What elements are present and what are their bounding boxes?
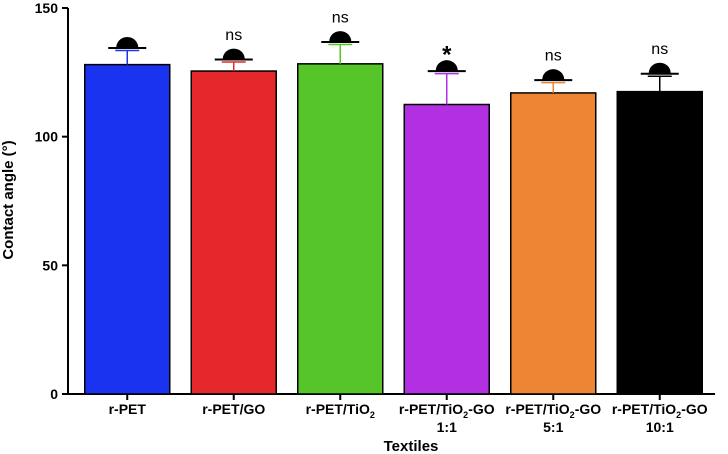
plot-area: 0 50 100 150 r-PET r-PET/GO ns r-PET/TiO2 ns r-PE… bbox=[35, 0, 715, 435]
x-tick-label-line2: 5:1 bbox=[543, 419, 563, 435]
contact-angle-droplet-icon bbox=[648, 62, 671, 74]
x-tick-label: r-PET/GO bbox=[202, 401, 265, 417]
x-tick-label-line2: 1:1 bbox=[437, 419, 457, 435]
x-tick-label: r-PET/TiO2-GO bbox=[505, 401, 601, 420]
bar bbox=[616, 90, 703, 395]
bar bbox=[84, 63, 171, 395]
significance-annotation: ns bbox=[332, 10, 349, 27]
significance-annotation: ns bbox=[651, 41, 668, 58]
contact-angle-droplet-icon bbox=[116, 37, 139, 48]
x-tick-label: r-PET/TiO2-GO bbox=[612, 401, 708, 420]
bar bbox=[403, 103, 490, 395]
bar bbox=[190, 70, 277, 395]
contact-angle-droplet-icon bbox=[222, 48, 245, 60]
significance-annotation: ns bbox=[545, 48, 562, 65]
x-axis-title: Textiles bbox=[384, 438, 439, 454]
x-tick-label: r-PET/TiO2-GO bbox=[399, 401, 495, 420]
contact-angle-droplet-icon bbox=[435, 60, 458, 71]
significance-annotation: ns bbox=[225, 27, 242, 44]
y-tick-label: 0 bbox=[50, 386, 58, 402]
contact-angle-droplet-icon bbox=[542, 69, 565, 80]
y-tick-label: 50 bbox=[42, 257, 58, 273]
bar bbox=[297, 63, 384, 395]
x-tick-label: r-PET bbox=[109, 401, 147, 417]
y-tick-label: 100 bbox=[35, 129, 59, 145]
x-tick-label-line2: 10:1 bbox=[646, 419, 674, 435]
x-tick-label: r-PET/TiO2 bbox=[306, 401, 375, 420]
y-tick-label: 150 bbox=[35, 0, 59, 16]
significance-annotation: * bbox=[442, 42, 452, 69]
contact-angle-droplet-icon bbox=[329, 31, 352, 42]
y-axis-title: Contact angle (°) bbox=[0, 140, 17, 259]
bar bbox=[510, 92, 597, 395]
